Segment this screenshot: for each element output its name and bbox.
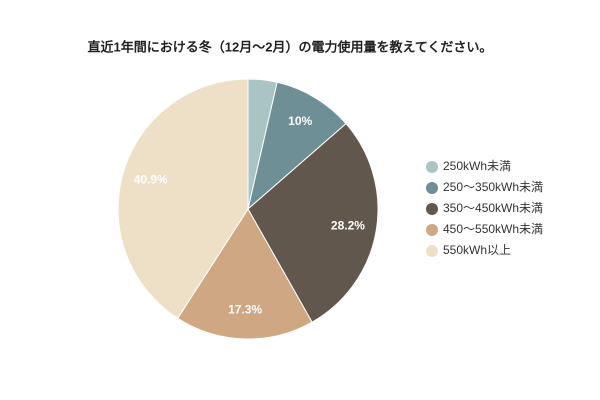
legend-swatch: [426, 203, 438, 215]
slice-label: 17.3%: [228, 303, 262, 317]
slice-label: 28.2%: [331, 218, 365, 232]
slice-label: 40.9%: [134, 173, 168, 187]
legend-label: 450～550kWh未満: [443, 222, 543, 236]
pie-slice: [117, 78, 249, 320]
pie-slice: [176, 208, 313, 340]
slice-label: 10%: [288, 114, 312, 128]
legend-swatch: [426, 245, 438, 257]
legend-label: 250～350kWh未満: [443, 180, 543, 194]
legend-swatch: [426, 161, 438, 173]
chart-title: 直近1年間における冬（12月～2月）の電力使用量を教えてください。: [88, 39, 493, 54]
pie-slice: [247, 81, 347, 211]
pie-slice: [247, 122, 379, 323]
legend-label: 350～450kWh未満: [443, 201, 543, 215]
legend-swatch: [426, 224, 438, 236]
legend-label: 250kWh未満: [443, 159, 511, 173]
legend-swatch: [426, 182, 438, 194]
legend-label: 550kWh以上: [443, 243, 511, 257]
